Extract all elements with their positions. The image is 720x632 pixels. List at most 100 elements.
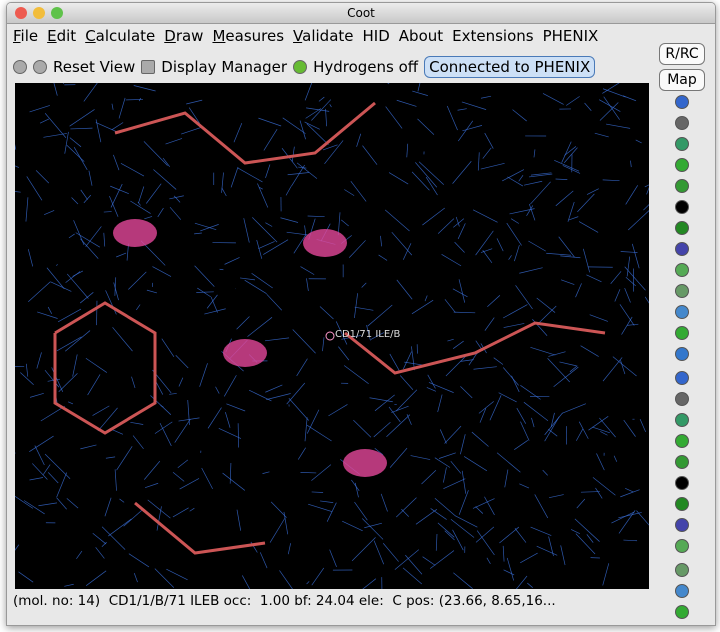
mesh-line (530, 526, 552, 536)
tool-icon[interactable] (675, 137, 689, 151)
menu-item[interactable]: Validate (293, 27, 354, 45)
zoom-button[interactable] (51, 7, 63, 19)
mesh-line (563, 147, 578, 163)
mesh-line (116, 252, 127, 258)
menu-item[interactable]: Calculate (85, 27, 156, 45)
mesh-line (325, 108, 327, 127)
tool-icon[interactable] (675, 497, 689, 511)
menu-item[interactable]: File (13, 27, 39, 45)
mesh-line (210, 296, 218, 313)
mesh-line (76, 550, 83, 560)
menu-item[interactable]: Extensions (452, 27, 534, 45)
mesh-line (643, 204, 649, 211)
tool-icon[interactable] (675, 95, 689, 109)
mesh-line (304, 83, 313, 101)
menu-item[interactable]: Edit (47, 27, 77, 45)
mesh-line (437, 522, 455, 538)
back-icon[interactable] (13, 60, 27, 74)
mesh-line (194, 232, 202, 235)
graphics-viewport[interactable]: CD1/71 ILE/B (15, 83, 649, 589)
tool-icon[interactable] (675, 434, 689, 448)
mesh-line (599, 102, 619, 121)
phenix-status[interactable]: Connected to PHENIX (424, 56, 596, 78)
mesh-line (85, 357, 108, 373)
tool-icon[interactable] (675, 347, 689, 361)
menu-item[interactable]: Draw (164, 27, 204, 45)
mesh-line (445, 353, 469, 377)
menu-bar: File Edit Calculate Draw Measures Validate HID… (13, 27, 598, 45)
mesh-line (292, 329, 316, 354)
menu-item[interactable]: HID (362, 27, 390, 45)
mesh-line (71, 197, 79, 205)
mesh-line (29, 105, 50, 113)
tool-icon[interactable] (675, 158, 689, 172)
mesh-line (257, 183, 269, 208)
mesh-line (560, 545, 566, 566)
menu-item[interactable]: PHENIX (542, 27, 599, 45)
mesh-line (472, 209, 498, 223)
menu-item[interactable]: About (398, 27, 444, 45)
tool-icon[interactable] (675, 221, 689, 235)
mesh-line (109, 195, 119, 217)
mesh-line (426, 387, 437, 392)
tool-icon[interactable] (675, 305, 689, 319)
mesh-line (484, 132, 494, 149)
mesh-line (542, 93, 564, 105)
mesh-line (161, 338, 175, 358)
mesh-line (258, 241, 275, 249)
tool-icon[interactable] (675, 326, 689, 340)
minimize-button[interactable] (33, 7, 45, 19)
mesh-line (635, 139, 642, 144)
tool-icon[interactable] (675, 116, 689, 130)
tool-icon[interactable] (675, 476, 689, 490)
mesh-line (291, 164, 305, 187)
mesh-line (523, 180, 543, 186)
menu-item[interactable]: Measures (212, 27, 285, 45)
mesh-line (300, 472, 317, 474)
tool-icon[interactable] (675, 371, 689, 385)
mesh-line (351, 537, 376, 562)
mesh-line (15, 495, 34, 509)
forward-icon[interactable] (33, 60, 47, 74)
mesh-line (36, 352, 42, 369)
mesh-line (66, 273, 89, 299)
mesh-line (179, 478, 200, 490)
mesh-line (437, 394, 443, 413)
mesh-line (507, 176, 524, 187)
side-button[interactable]: Map (659, 69, 705, 91)
tool-icon[interactable] (675, 584, 689, 598)
side-button[interactable]: R/RC (659, 43, 705, 65)
tool-icon[interactable] (675, 413, 689, 427)
mesh-line (136, 304, 141, 311)
tool-icon[interactable] (675, 242, 689, 256)
tool-icon[interactable] (675, 605, 689, 619)
mesh-line (443, 478, 466, 490)
mesh-line (588, 416, 609, 431)
mesh-line (561, 141, 572, 163)
tool-icon[interactable] (675, 518, 689, 532)
mesh-line (385, 106, 403, 129)
mesh-line (410, 455, 431, 460)
mesh-line (618, 510, 636, 534)
tool-icon[interactable] (675, 284, 689, 298)
tool-icon[interactable] (675, 539, 689, 553)
contact-dots (113, 219, 157, 247)
mesh-line (15, 165, 20, 168)
mesh-line (46, 267, 65, 290)
mesh-line (119, 498, 125, 503)
mesh-line (285, 186, 292, 196)
mesh-line (458, 120, 474, 142)
tool-icon[interactable] (675, 455, 689, 469)
mesh-line (502, 367, 519, 386)
tool-icon[interactable] (675, 263, 689, 277)
mesh-line (463, 456, 488, 472)
mesh-line (514, 439, 529, 450)
display-manager-button[interactable]: Display Manager (161, 58, 288, 76)
close-button[interactable] (15, 7, 27, 19)
tool-icon[interactable] (675, 392, 689, 406)
hydrogens-button[interactable]: Hydrogens off (313, 58, 419, 76)
tool-icon[interactable] (675, 563, 689, 577)
tool-icon[interactable] (675, 179, 689, 193)
tool-icon[interactable] (675, 200, 689, 214)
reset-view-button[interactable]: Reset View (53, 58, 136, 76)
